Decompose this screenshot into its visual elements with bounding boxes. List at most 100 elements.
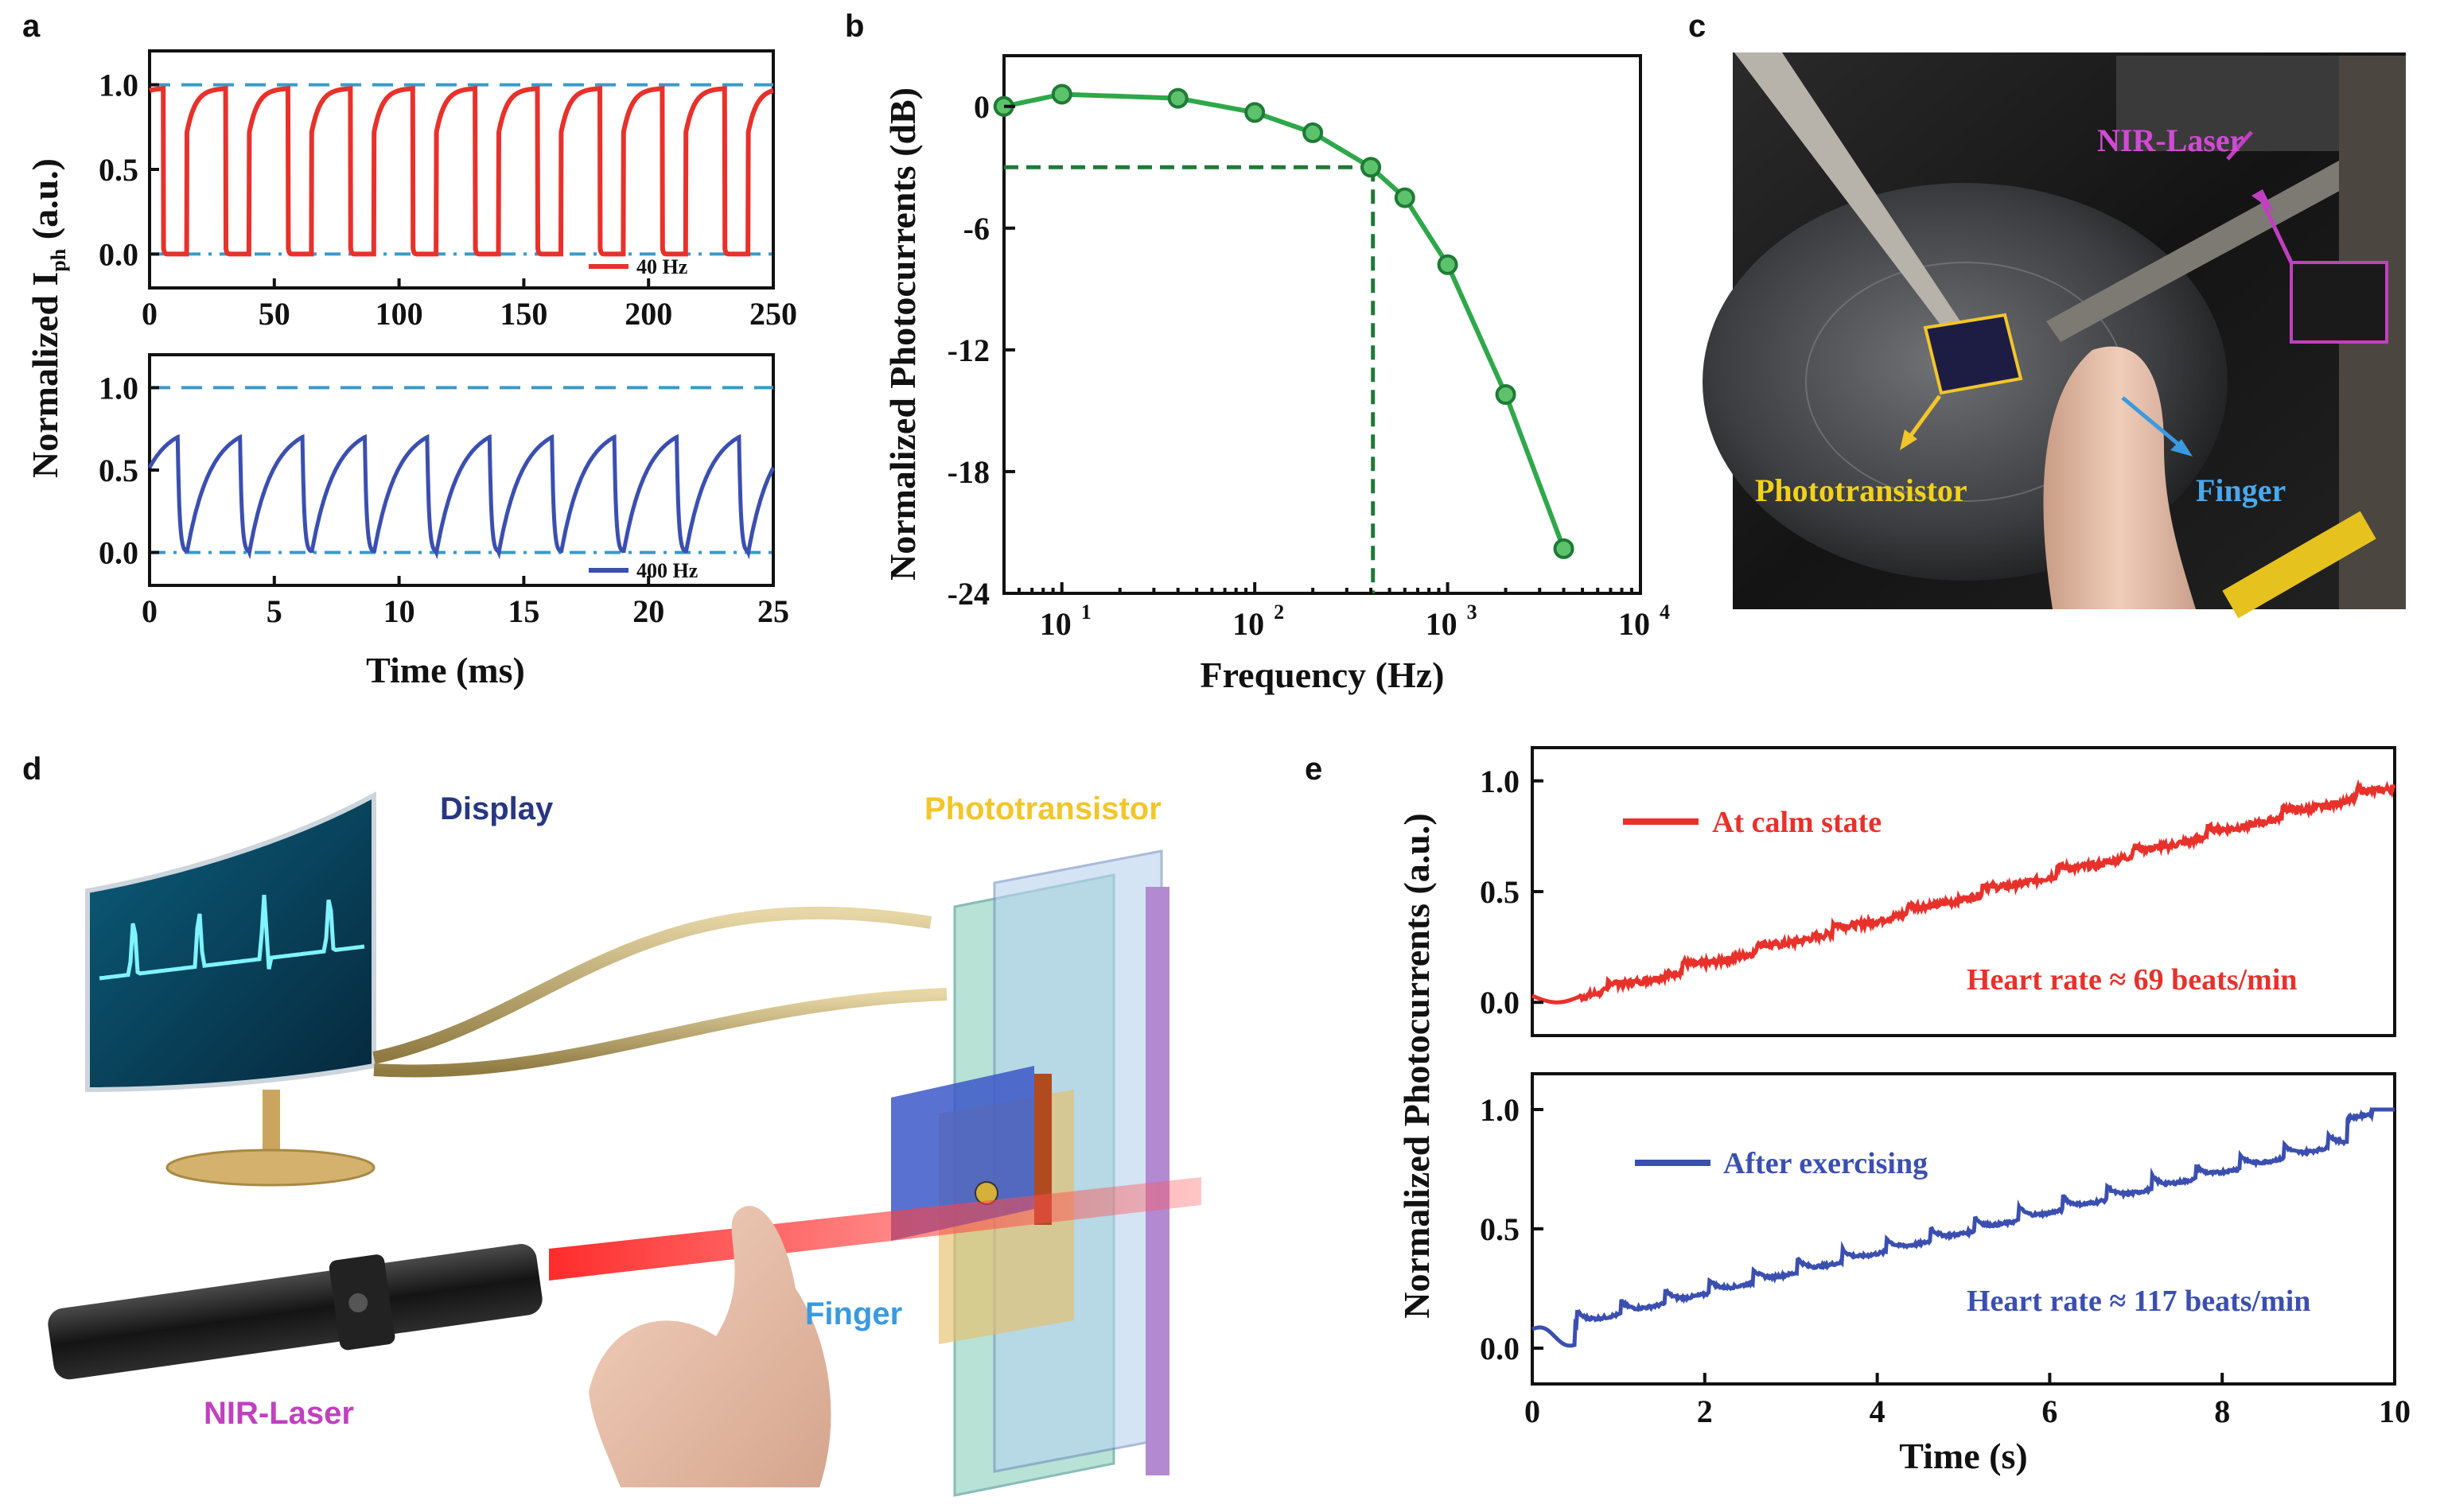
- x-tick-label: 8: [2214, 1393, 2230, 1429]
- x-tick-label: 10: [2379, 1393, 2411, 1429]
- photo-laser-arrow: [2226, 130, 2253, 161]
- panel-a-chart: 0 50 100 150 200 250 0.0 0.5 1.0 0 5 10 15 20 25 0.0 0.5…: [25, 49, 797, 690]
- photo-finger: [2043, 346, 2196, 609]
- panel-a-ylabel: Normalized Iph (a.u.): [25, 158, 70, 478]
- panel-letter-c: c: [1688, 9, 1706, 44]
- laser-body: [48, 1244, 543, 1380]
- x-tick-exponent: 2: [1274, 601, 1284, 624]
- y-tick-label: 1.0: [1480, 764, 1520, 799]
- monitor-stand: [263, 1090, 280, 1161]
- illustration-label-nir-laser: NIR-Laser: [204, 1396, 354, 1431]
- photo-finger-arrow-head: [2170, 439, 2193, 457]
- photo-finger-arrow: [2121, 396, 2181, 447]
- illustration-label-phototransistor: Phototransistor: [924, 791, 1162, 826]
- x-tick-label: 0: [142, 296, 158, 332]
- x-tick-label: 150: [500, 296, 547, 332]
- x-tick-label: 20: [632, 593, 664, 629]
- x-tick-label: 50: [259, 296, 290, 332]
- panel-a-ylabel-main: Normalized I: [25, 272, 65, 478]
- x-tick-label: 250: [749, 296, 797, 332]
- panel-a-ticks: 0 50 100 150 200 250 0.0 0.5 1.0 0 5 10 15 20 25 0.0 0.5…: [99, 68, 797, 629]
- panel-b-ylabel: Normalized Photocurrents (dB): [882, 87, 923, 581]
- x-tick-label: 6: [2041, 1393, 2057, 1429]
- x-tick-label: 200: [625, 296, 672, 332]
- x-tick-label: 0: [1524, 1393, 1540, 1429]
- device-blue-block: [891, 1066, 1034, 1241]
- panel-b-cutoff-lines: [1004, 165, 1376, 593]
- panel-a-ylabel-sub: ph: [47, 248, 70, 271]
- data-point: [1244, 102, 1266, 123]
- panel-e-calm-heart-rate: Heart rate ≈ 69 beats/min: [1967, 963, 2298, 997]
- photo-label-phototransistor: Phototransistor: [1755, 472, 1967, 508]
- illustration-label-display: Display: [440, 791, 554, 826]
- y-tick-label: 1.0: [1480, 1092, 1520, 1128]
- panel-b-frame: [1002, 54, 1642, 595]
- legend-exercise-label: After exercising: [1723, 1147, 1928, 1180]
- photo-label-finger: Finger: [2196, 472, 2286, 508]
- monitor-ecg-trace: [99, 895, 365, 981]
- panel-e-bottom-frame: [1531, 1072, 2396, 1386]
- x-tick-exponent: 1: [1081, 601, 1092, 624]
- panel-c-photo: NIR-Laser Phototransistor Finger: [1703, 52, 2406, 619]
- monitor-base: [165, 1149, 376, 1187]
- y-tick-label: -12: [948, 332, 990, 368]
- x-tick-label: 25: [757, 593, 789, 629]
- y-tick-label: 0.0: [99, 236, 138, 272]
- x-tick-exponent: 4: [1660, 601, 1670, 624]
- panel-e-ylabel: Normalized Photocurrents (a.u.): [1396, 813, 1437, 1318]
- photo-laser-arrow-shaft: [2259, 197, 2294, 264]
- x-tick-label: 0: [142, 593, 158, 629]
- hand: [589, 1206, 831, 1487]
- panel-a-bottom-reference-lines: [150, 386, 773, 554]
- y-tick-label: 0.5: [1480, 1211, 1520, 1247]
- legend-400hz-label: 400 Hz: [636, 559, 698, 582]
- data-point: [1167, 87, 1189, 109]
- x-tick-label: 10: [1040, 606, 1072, 642]
- photo-phototransistor-box: [1923, 313, 2023, 395]
- cable-lower: [373, 988, 948, 1078]
- data-point: [1360, 157, 1382, 178]
- photo-phototransistor-arrow: [1907, 395, 1942, 439]
- laser-button: [348, 1292, 368, 1312]
- panel-b-xlabel: Frequency (Hz): [1200, 655, 1444, 695]
- panel-a-40hz-series: [148, 85, 774, 257]
- panel-e-ticks: 0.0 0.5 1.0 0.0 0.5 1.0 0 2 4 6 8 10: [1480, 764, 2411, 1429]
- y-tick-label: 1.0: [99, 68, 138, 103]
- x-tick-exponent: 3: [1467, 601, 1477, 624]
- panel-letter-e: e: [1305, 752, 1322, 787]
- panel-a-400hz-series: [147, 433, 776, 560]
- legend-calm-label: At calm state: [1712, 806, 1882, 839]
- x-tick-label: 10: [1618, 606, 1650, 642]
- y-tick-label: 0: [974, 89, 990, 125]
- monitor-screen: [85, 791, 376, 1093]
- panel-b-chart: 10 1 10 2 10 3 10 40-6-12-18-24 Frequency (Hz) …: [882, 54, 1670, 695]
- panel-a-ylabel-tail: (a.u.): [25, 158, 65, 249]
- photo-label-nir-laser: NIR-Laser: [2097, 122, 2244, 158]
- photo-probe-left: [1734, 52, 1963, 334]
- x-tick-label: 4: [1870, 1393, 1886, 1429]
- y-tick-label: -18: [948, 454, 990, 490]
- x-tick-label: 2: [1697, 1393, 1713, 1429]
- x-tick-label: 10: [1426, 606, 1457, 642]
- photo-yellow-cable: [2222, 511, 2376, 619]
- panel-b-series-line: [1003, 91, 1566, 550]
- laser-beam: [549, 1177, 1201, 1281]
- data-point: [1302, 122, 1324, 143]
- y-tick-label: -24: [948, 576, 990, 612]
- x-tick-label: 10: [383, 593, 415, 629]
- x-tick-label: 10: [1232, 606, 1264, 642]
- photo-laser-highlight-box: [2290, 261, 2388, 344]
- panel-e-exercise-series: [1531, 1106, 2395, 1348]
- panel-e-calm-series: [1531, 779, 2396, 1005]
- y-tick-label: 0.5: [99, 152, 138, 188]
- photo-probe-right: [2046, 143, 2384, 342]
- data-point: [1394, 187, 1415, 208]
- panel-b-points: [993, 84, 1574, 559]
- y-tick-label: 1.0: [99, 370, 138, 406]
- panel-letter-b: b: [845, 9, 864, 44]
- data-point: [1553, 538, 1574, 559]
- legend-40hz-label: 40 Hz: [636, 255, 687, 278]
- y-tick-label: -6: [963, 211, 990, 247]
- y-tick-label: 0.5: [1480, 874, 1520, 910]
